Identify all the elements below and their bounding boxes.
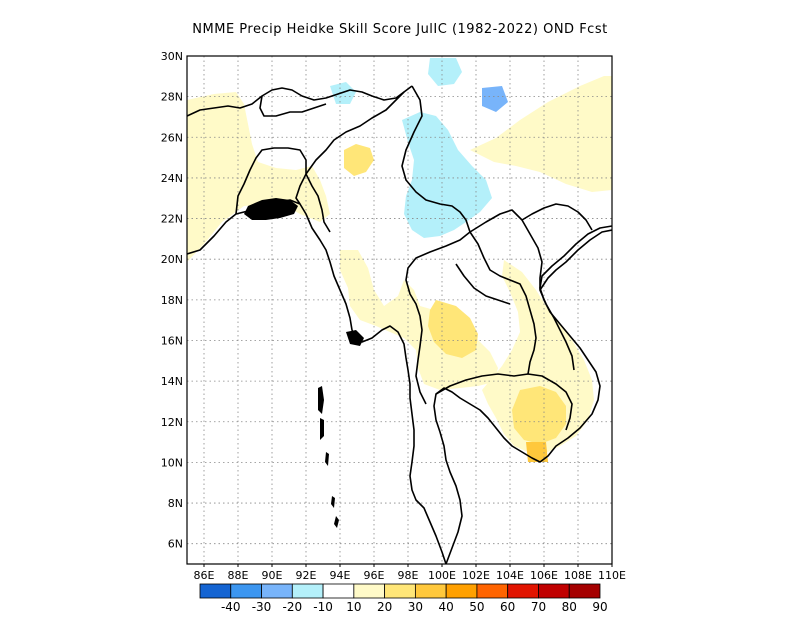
lon-tick-label: 86E bbox=[194, 569, 215, 582]
colorbar-label: 40 bbox=[439, 600, 454, 614]
lat-lon-grid bbox=[187, 55, 612, 564]
skill-patch-30-thailand bbox=[428, 300, 478, 358]
colorbar-swatch bbox=[261, 583, 293, 599]
thailand-cambodia-border bbox=[435, 373, 573, 431]
colorbar-label: 20 bbox=[377, 600, 392, 614]
skill-patch-bangladesh bbox=[187, 92, 330, 262]
lat-tick-label: 26N bbox=[161, 131, 183, 144]
colorbar-swatch bbox=[199, 583, 232, 599]
bangladesh-border bbox=[235, 147, 307, 215]
lon-tick-label: 104E bbox=[496, 569, 524, 582]
himalaya-border bbox=[187, 87, 405, 117]
lat-tick-label: 8N bbox=[168, 497, 183, 510]
colorbar-label: -10 bbox=[313, 600, 333, 614]
lat-tick-label: 6N bbox=[168, 538, 183, 551]
lon-tick-label: 90E bbox=[262, 569, 283, 582]
colorbar-label: -40 bbox=[221, 600, 241, 614]
laos-thailand-border bbox=[469, 231, 537, 375]
colorbar-label: 90 bbox=[592, 600, 607, 614]
colorbar-swatch bbox=[445, 583, 478, 599]
colorbar-swatch bbox=[538, 583, 570, 599]
colorbar-label: 80 bbox=[562, 600, 577, 614]
colorbar-swatch bbox=[353, 583, 386, 599]
latitude-labels: 30N 28N 26N 24N 22N 20N 18N 16N 14N 12N 10N 8N 6N bbox=[161, 50, 183, 551]
lon-tick-label: 94E bbox=[330, 569, 351, 582]
west-coastline bbox=[187, 199, 447, 564]
colorbar-label: -30 bbox=[252, 600, 272, 614]
andaman-islands bbox=[318, 386, 339, 528]
colorbar-swatch bbox=[384, 583, 416, 599]
lat-tick-label: 16N bbox=[161, 334, 183, 347]
colorbar: -40 -30 -20 -10 10 20 30 40 50 60 70 80 90 bbox=[199, 583, 608, 614]
lon-tick-label: 108E bbox=[564, 569, 592, 582]
skill-patch-30-north bbox=[344, 144, 374, 176]
lat-tick-label: 24N bbox=[161, 172, 183, 185]
colorbar-label: 10 bbox=[346, 600, 361, 614]
thailand-laos-north bbox=[455, 263, 511, 305]
china-vietnam-border bbox=[521, 203, 593, 231]
skill-patch-south-china bbox=[470, 76, 612, 192]
colorbar-swatch bbox=[322, 583, 355, 599]
skill-patch-myanmar-thailand bbox=[340, 250, 498, 390]
colorbar-label: -20 bbox=[283, 600, 303, 614]
colorbar-swatch bbox=[507, 583, 539, 599]
india-myanmar-border bbox=[305, 85, 413, 175]
map-frame bbox=[186, 55, 613, 565]
lat-tick-label: 20N bbox=[161, 253, 183, 266]
skill-patch-30-cambodia bbox=[512, 386, 566, 444]
colorbar-label: 70 bbox=[531, 600, 546, 614]
longitude-labels: 86E 88E 90E 92E 94E 96E 98E 100E 102E 104E 106E 108… bbox=[194, 564, 626, 582]
lat-tick-label: 22N bbox=[161, 213, 183, 226]
lon-tick-label: 102E bbox=[462, 569, 490, 582]
colorbar-label: 30 bbox=[408, 600, 423, 614]
skill-patch-neg10-tibet bbox=[428, 58, 462, 86]
colorbar-label: 60 bbox=[500, 600, 515, 614]
lat-tick-label: 12N bbox=[161, 416, 183, 429]
myanmar-china-border bbox=[401, 85, 471, 233]
skill-patch-neg10-yunnan bbox=[402, 112, 492, 238]
lat-tick-label: 18N bbox=[161, 294, 183, 307]
colorbar-swatch bbox=[414, 583, 447, 599]
lon-tick-label: 106E bbox=[530, 569, 558, 582]
lon-tick-label: 100E bbox=[428, 569, 456, 582]
china-coast bbox=[539, 229, 612, 291]
lon-tick-label: 92E bbox=[296, 569, 317, 582]
skill-patch-neg20-tibet bbox=[482, 86, 508, 112]
colorbar-swatch bbox=[291, 583, 324, 599]
laos-vietnam-border bbox=[469, 209, 575, 371]
myanmar-thailand-border bbox=[405, 231, 471, 405]
colorbar-label: 50 bbox=[469, 600, 484, 614]
colorbar-swatch bbox=[230, 583, 262, 599]
lon-tick-label: 98E bbox=[398, 569, 419, 582]
lon-tick-label: 96E bbox=[364, 569, 385, 582]
lon-tick-label: 110E bbox=[598, 569, 626, 582]
lon-tick-label: 88E bbox=[228, 569, 249, 582]
delta-islands bbox=[244, 198, 364, 346]
colorbar-swatch bbox=[476, 583, 509, 599]
lat-tick-label: 10N bbox=[161, 456, 183, 469]
lat-tick-label: 14N bbox=[161, 375, 183, 388]
lat-tick-label: 30N bbox=[161, 50, 183, 63]
myanmar-west-border bbox=[305, 173, 331, 233]
chart-title: NMME Precip Heidke Skill Score JulIC (19… bbox=[192, 22, 608, 37]
lat-tick-label: 28N bbox=[161, 91, 183, 104]
skill-patch-indochina bbox=[482, 260, 594, 454]
bhutan-outline bbox=[259, 95, 327, 117]
colorbar-swatch bbox=[568, 583, 601, 599]
skill-shading bbox=[187, 58, 612, 462]
